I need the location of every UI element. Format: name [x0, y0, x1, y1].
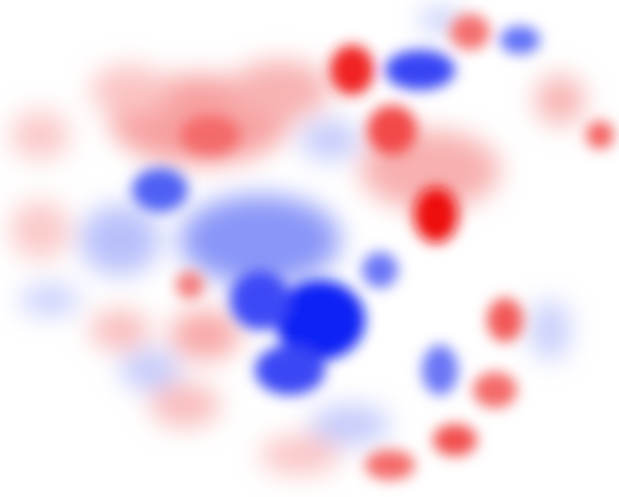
hot-spot — [586, 121, 614, 149]
cold-spot — [230, 270, 290, 330]
cool-region — [310, 405, 390, 445]
warm-region — [90, 310, 150, 350]
cold-spot — [362, 252, 398, 288]
hot-spot — [473, 372, 517, 408]
field-soft — [10, 8, 585, 475]
hot-spot — [330, 45, 374, 95]
warm-region — [170, 310, 240, 360]
cool-region — [80, 205, 160, 275]
hot-spot — [367, 105, 417, 155]
cool-region — [180, 195, 340, 285]
hot-spot — [450, 14, 490, 50]
warm-region — [90, 65, 170, 115]
hot-spot — [176, 271, 204, 299]
cool-region — [120, 350, 180, 390]
warm-region — [10, 110, 70, 160]
warm-region — [260, 435, 340, 475]
cool-region — [420, 8, 460, 32]
warm-region — [10, 200, 70, 260]
cold-spot — [255, 345, 325, 395]
cold-spot — [500, 26, 540, 54]
cool-region — [300, 120, 360, 160]
hot-spot — [433, 424, 477, 456]
warm-region — [230, 60, 330, 120]
hot-spot — [414, 187, 458, 243]
cold-spot — [422, 345, 458, 395]
cold-spot — [132, 168, 188, 212]
hot-spot — [365, 450, 415, 480]
cool-region — [20, 285, 80, 315]
warm-region — [535, 75, 585, 125]
hot-spot — [180, 115, 240, 155]
cool-region — [530, 300, 570, 360]
hot-spot — [487, 298, 523, 342]
field-strong — [132, 14, 614, 480]
cold-spot — [275, 280, 365, 360]
warm-region — [150, 383, 220, 427]
cold-spot — [385, 50, 455, 90]
